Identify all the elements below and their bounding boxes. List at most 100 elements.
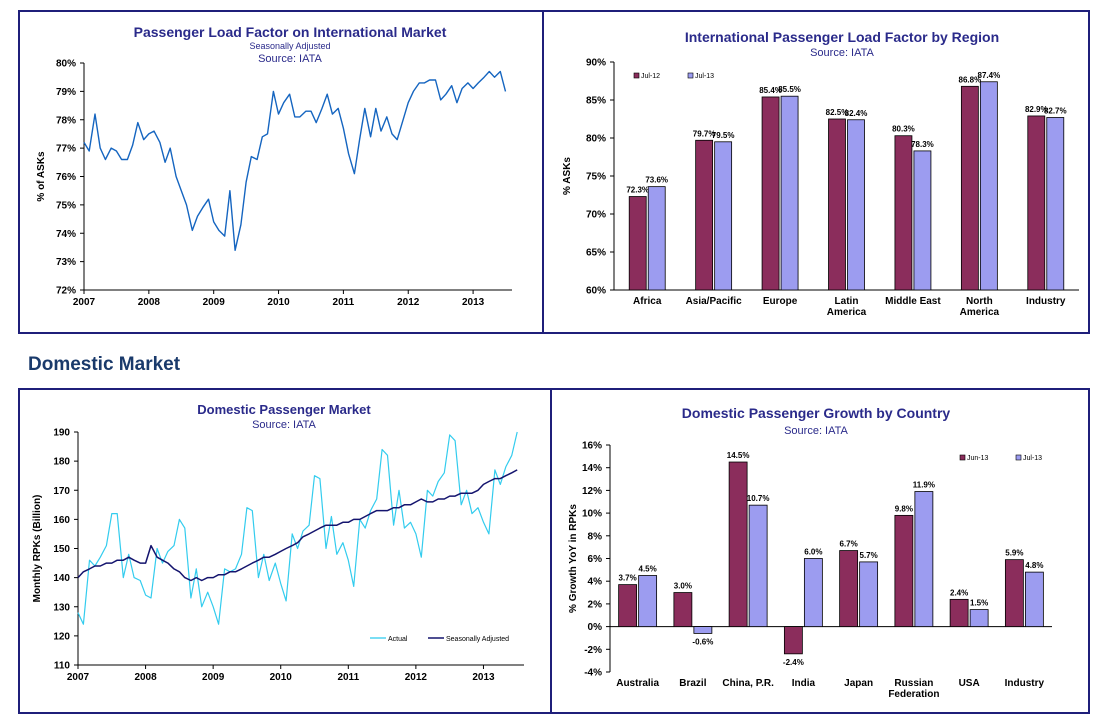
x-tick-label: Europe <box>763 296 798 307</box>
chart-intl-region: International Passenger Load Factor by R… <box>562 29 1079 318</box>
section-heading: Domestic Market <box>28 354 181 375</box>
x-tick-label: 2013 <box>472 672 495 683</box>
chart-title: Domestic Passenger Market <box>197 402 371 417</box>
series-line-1 <box>77 431 518 625</box>
data-label: -2.4% <box>783 658 804 667</box>
bar-a <box>1027 115 1046 291</box>
y-tick-label: 70% <box>586 210 606 221</box>
x-tick-label: Africa <box>633 296 662 307</box>
series-line-2 <box>77 469 518 582</box>
x-tick-label: Japan <box>844 678 873 689</box>
x-tick-label: Russian <box>894 678 933 689</box>
y-axis-label: % ASKs <box>562 157 573 195</box>
x-tick-label: 2011 <box>333 297 355 308</box>
y-tick-label: 80% <box>586 134 606 145</box>
bar-a <box>628 196 647 291</box>
data-label: 86.8% <box>959 75 982 84</box>
y-tick-label: 150 <box>53 544 70 555</box>
data-label: 82.7% <box>1044 106 1067 115</box>
data-label: 3.0% <box>674 582 692 591</box>
chart-source: Source: IATA <box>258 53 322 65</box>
bar-a <box>695 139 714 291</box>
bar-b <box>1046 117 1065 291</box>
data-label: 79.5% <box>712 131 735 140</box>
y-tick-label: 14% <box>582 463 602 474</box>
x-tick-label: Industry <box>1026 296 1066 307</box>
y-tick-label: 79% <box>56 87 76 98</box>
data-label: -0.6% <box>692 637 713 646</box>
bar-a <box>728 461 748 627</box>
data-label: 1.5% <box>970 599 988 608</box>
bar-a <box>839 550 859 627</box>
bar-a <box>761 96 780 291</box>
y-tick-label: 77% <box>56 144 76 155</box>
y-tick-label: -4% <box>584 668 602 679</box>
data-label: 85.5% <box>778 85 801 94</box>
legend-label: Actual <box>388 636 408 643</box>
bar-b <box>914 491 934 628</box>
bar-b <box>979 81 998 291</box>
x-tick-label: 2007 <box>73 297 96 308</box>
legend-label: Seasonally Adjusted <box>446 636 509 643</box>
bar-b <box>780 95 799 291</box>
y-tick-label: 16% <box>582 441 602 452</box>
chart-domestic-market: Domestic Passenger Market Source: IATA 110… <box>32 402 524 683</box>
y-tick-label: 80% <box>56 59 76 70</box>
x-tick-label: Federation <box>888 689 939 700</box>
legend-swatch <box>959 454 966 461</box>
x-tick-label: North <box>966 296 993 307</box>
data-label: 79.7% <box>693 129 716 138</box>
bar-b <box>693 626 713 634</box>
data-label: 4.8% <box>1025 561 1043 570</box>
bar-a <box>949 598 969 628</box>
bar-a <box>828 118 846 291</box>
x-tick-label: Middle East <box>885 296 941 307</box>
legend-swatch <box>687 72 694 79</box>
data-label: 82.5% <box>826 108 849 117</box>
y-tick-label: 60% <box>586 286 606 297</box>
y-tick-label: 78% <box>56 115 76 126</box>
bar-a <box>1004 559 1024 627</box>
chart-title: Domestic Passenger Growth by Country <box>682 405 951 421</box>
y-tick-label: 140 <box>53 573 70 584</box>
x-tick-label: 2011 <box>337 672 359 683</box>
panel-domestic-market: Domestic Passenger Market Source: IATA 110… <box>18 388 552 714</box>
x-tick-label: America <box>827 307 867 318</box>
data-label: 14.5% <box>727 451 750 460</box>
bar-a <box>673 592 693 628</box>
chart-source: Source: IATA <box>252 419 316 431</box>
y-tick-label: 72% <box>56 286 76 297</box>
y-tick-label: 6% <box>588 554 603 565</box>
data-label: 82.4% <box>845 109 868 118</box>
bar-b <box>638 575 658 627</box>
x-tick-label: USA <box>959 678 980 689</box>
legend-swatch <box>633 72 640 79</box>
data-label: 78.3% <box>911 140 934 149</box>
bar-b <box>969 609 989 627</box>
y-tick-label: 73% <box>56 257 76 268</box>
legend-label: Jul-13 <box>1023 455 1042 462</box>
legend-label: Jul-13 <box>695 73 714 80</box>
y-tick-label: 4% <box>588 577 603 588</box>
data-label: 87.4% <box>978 71 1001 80</box>
data-label: 85.4% <box>759 86 782 95</box>
data-label: 4.5% <box>639 565 657 574</box>
chart-title: Passenger Load Factor on International M… <box>134 24 447 40</box>
bar-a <box>618 584 638 627</box>
data-label: 80.3% <box>892 125 915 134</box>
chart-title: International Passenger Load Factor by R… <box>685 29 999 45</box>
y-tick-label: 75% <box>586 172 606 183</box>
data-label: 2.4% <box>950 588 968 597</box>
chart-intl-load-factor: Passenger Load Factor on International M… <box>36 24 512 308</box>
chart-source: Source: IATA <box>784 425 848 437</box>
y-tick-label: 190 <box>53 428 70 439</box>
y-tick-label: 12% <box>582 486 602 497</box>
legend-swatch <box>1015 454 1022 461</box>
bar-a <box>894 514 914 628</box>
x-tick-label: 2013 <box>462 297 485 308</box>
panel-intl-load-factor: Passenger Load Factor on International M… <box>18 10 544 334</box>
bar-b <box>1024 571 1044 627</box>
bar-b <box>748 504 768 627</box>
y-tick-label: 120 <box>53 631 70 642</box>
series-line-1 <box>83 70 507 252</box>
